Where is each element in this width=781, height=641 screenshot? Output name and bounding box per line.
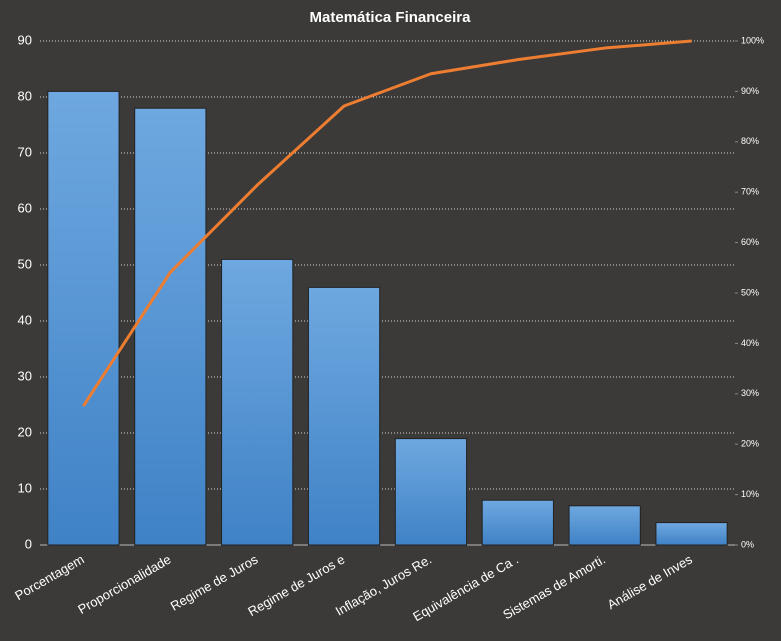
bar — [481, 499, 554, 546]
y-tick-label: 80 — [18, 88, 32, 103]
bar — [134, 107, 207, 546]
y-tick-label: 20 — [18, 424, 32, 439]
y2-tick-label: 0% — [741, 539, 754, 549]
y2-tick-label: 80% — [741, 136, 759, 146]
y-tick-label: 70 — [18, 144, 32, 159]
y2-tick-label: 100% — [741, 35, 764, 45]
bar — [394, 438, 468, 546]
y-tick-label: 0 — [25, 536, 32, 551]
y2-tick-label: 70% — [741, 187, 759, 197]
bar — [221, 258, 294, 546]
y-tick-label: 90 — [18, 32, 32, 47]
bar — [655, 522, 728, 546]
y2-tick-label: 90% — [741, 86, 759, 96]
y-tick-label: 60 — [18, 200, 32, 215]
y2-tick-label: 10% — [741, 489, 759, 499]
y2-tick-label: 60% — [741, 237, 759, 247]
y2-tick-label: 20% — [741, 439, 759, 449]
y-tick-label: 40 — [18, 312, 32, 327]
bar — [307, 286, 381, 546]
y-tick-label: 10 — [18, 480, 32, 495]
y2-tick-label: 50% — [741, 287, 759, 297]
bar — [47, 90, 120, 546]
y2-tick-label: 30% — [741, 388, 759, 398]
chart-title: Matemática Financeira — [310, 9, 472, 26]
y2-tick-label: 40% — [741, 338, 759, 348]
y-tick-label: 30 — [18, 368, 32, 383]
y-tick-label: 50 — [18, 256, 32, 271]
bar — [568, 505, 641, 546]
cumulative-line — [82, 39, 692, 407]
